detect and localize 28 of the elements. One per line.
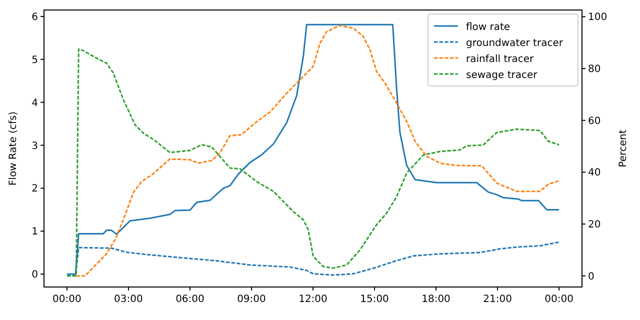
x-tick-label: 00:00 (544, 294, 574, 305)
y2-axis-title: Percent (618, 130, 629, 168)
y2-tick-label: 100 (588, 12, 608, 24)
x-tick-label: 03:00 (114, 294, 143, 305)
legend-label: sewage tracer (466, 70, 538, 81)
y2-tick-label: 0 (588, 271, 594, 282)
x-tick-label: 21:00 (483, 294, 512, 305)
y2-tick-label: 40 (588, 168, 601, 179)
legend-label: rainfall tracer (466, 54, 535, 65)
x-tick-label: 12:00 (298, 294, 328, 305)
y-tick-label: 6 (32, 12, 38, 23)
x-tick-label: 00:00 (52, 294, 82, 305)
y2-tick-label: 20 (588, 220, 601, 231)
y-tick-label: 3 (32, 140, 38, 152)
legend-label: groundwater tracer (466, 38, 564, 49)
y-tick-label: 5 (32, 54, 38, 66)
y-axis-title: Flow Rate (cfs) (8, 111, 19, 186)
x-tick-label: 06:00 (176, 294, 204, 305)
y2-tick-label: 80 (588, 64, 601, 76)
x-tick-label: 15:00 (360, 294, 389, 305)
x-tick-label: 09:00 (237, 294, 266, 305)
y-tick-label: 1 (32, 226, 38, 238)
y2-tick-label: 60 (588, 116, 601, 127)
y-tick-label: 4 (32, 98, 38, 109)
legend-label: flow rate (466, 22, 510, 33)
y-tick-label: 2 (32, 184, 38, 195)
y-tick-label: 0 (32, 270, 38, 281)
x-tick-label: 18:00 (422, 294, 450, 305)
